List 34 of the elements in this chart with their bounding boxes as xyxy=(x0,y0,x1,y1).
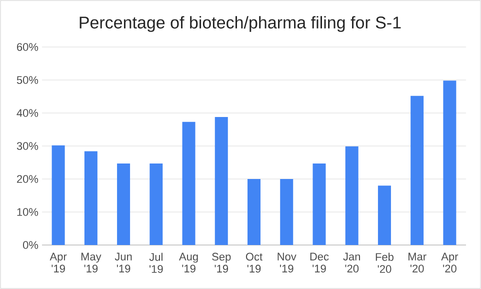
bar xyxy=(312,163,326,245)
x-tick-label: Aug '19 xyxy=(179,252,198,272)
bar xyxy=(378,186,391,245)
bar xyxy=(280,179,294,245)
x-tick-label: Feb '20 xyxy=(376,252,394,273)
bar xyxy=(248,179,261,245)
bar xyxy=(443,80,456,245)
bar xyxy=(214,116,228,245)
bar xyxy=(84,151,98,245)
x-tick-label: Dec '19 xyxy=(310,252,329,272)
x-tick-label: Mar '20 xyxy=(408,252,426,272)
bar xyxy=(117,163,130,245)
x-tick-label: Apr '19 xyxy=(50,252,67,272)
bar xyxy=(410,96,424,245)
y-tick-label: 10% xyxy=(17,208,38,216)
bar xyxy=(345,146,358,245)
x-tick-label: May '19 xyxy=(81,252,102,272)
y-tick-label: 50% xyxy=(16,76,38,84)
bar xyxy=(52,145,65,245)
y-tick-label: 20% xyxy=(17,175,38,183)
bar xyxy=(182,122,196,245)
y-tick-label: 30% xyxy=(16,142,38,150)
x-tick-label: Jul '19 xyxy=(149,252,163,273)
y-tick-label: 0% xyxy=(22,241,38,249)
y-tick-label: 40% xyxy=(16,109,38,117)
bar xyxy=(150,163,163,245)
x-tick-label: Sep '19 xyxy=(212,252,231,273)
y-tick-label: 60% xyxy=(17,43,38,51)
x-tick-label: Jan '20 xyxy=(343,252,360,272)
x-tick-label: Nov '19 xyxy=(278,252,296,272)
x-tick-label: Jun '19 xyxy=(114,252,132,272)
x-tick-label: Oct '19 xyxy=(246,252,262,273)
x-tick-label: Apr '20 xyxy=(441,252,458,272)
chart-title: Percentage of biotech/pharma filing for S-1 xyxy=(80,16,401,32)
